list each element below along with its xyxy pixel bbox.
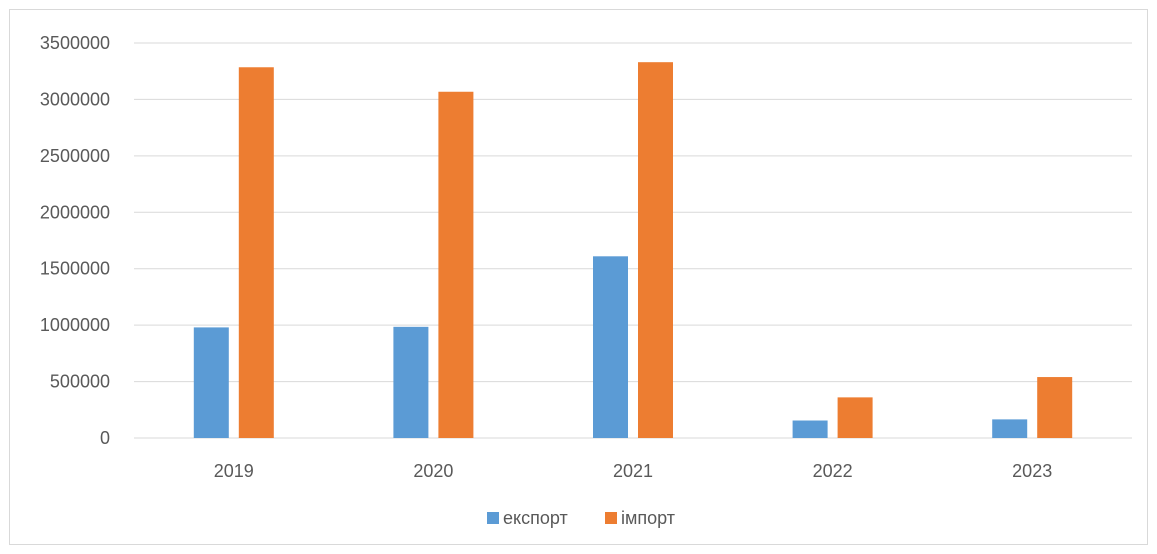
chart-frame xyxy=(9,9,1148,545)
x-tick-label: 2022 xyxy=(813,461,853,481)
legend-label: експорт xyxy=(503,508,568,528)
bar-import-2021 xyxy=(638,62,673,438)
y-tick-label: 1000000 xyxy=(40,315,110,335)
legend: експорт імпорт xyxy=(487,508,675,528)
y-tick-label: 1500000 xyxy=(40,259,110,279)
y-axis-ticks: 0 500000 1000000 1500000 2000000 2500000 30000… xyxy=(40,33,110,448)
y-tick-label: 3500000 xyxy=(40,33,110,53)
x-tick-label: 2019 xyxy=(214,461,254,481)
bars xyxy=(193,62,1073,439)
bar-import-2019 xyxy=(238,67,274,438)
x-tick-label: 2020 xyxy=(413,461,453,481)
x-tick-label: 2023 xyxy=(1012,461,1052,481)
legend-label: імпорт xyxy=(621,508,675,528)
bar-import-2023 xyxy=(1037,377,1073,438)
bar-export-2021 xyxy=(593,256,628,438)
bar-export-2020 xyxy=(393,326,429,438)
y-tick-label: 500000 xyxy=(50,372,110,392)
x-tick-label: 2021 xyxy=(613,461,653,481)
legend-swatch xyxy=(487,512,499,524)
y-tick-label: 3000000 xyxy=(40,89,110,109)
bar-export-2022 xyxy=(792,420,828,438)
legend-swatch xyxy=(605,512,617,524)
bar-export-2023 xyxy=(992,419,1028,438)
bar-import-2020 xyxy=(438,91,474,439)
y-tick-label: 0 xyxy=(100,428,110,448)
gridlines xyxy=(134,42,1132,439)
y-tick-label: 2500000 xyxy=(40,146,110,166)
bar-export-2019 xyxy=(193,327,229,438)
y-tick-label: 2000000 xyxy=(40,202,110,222)
bar-import-2022 xyxy=(837,397,873,438)
x-axis-ticks: 2019 2020 2021 2022 2023 xyxy=(214,461,1052,481)
